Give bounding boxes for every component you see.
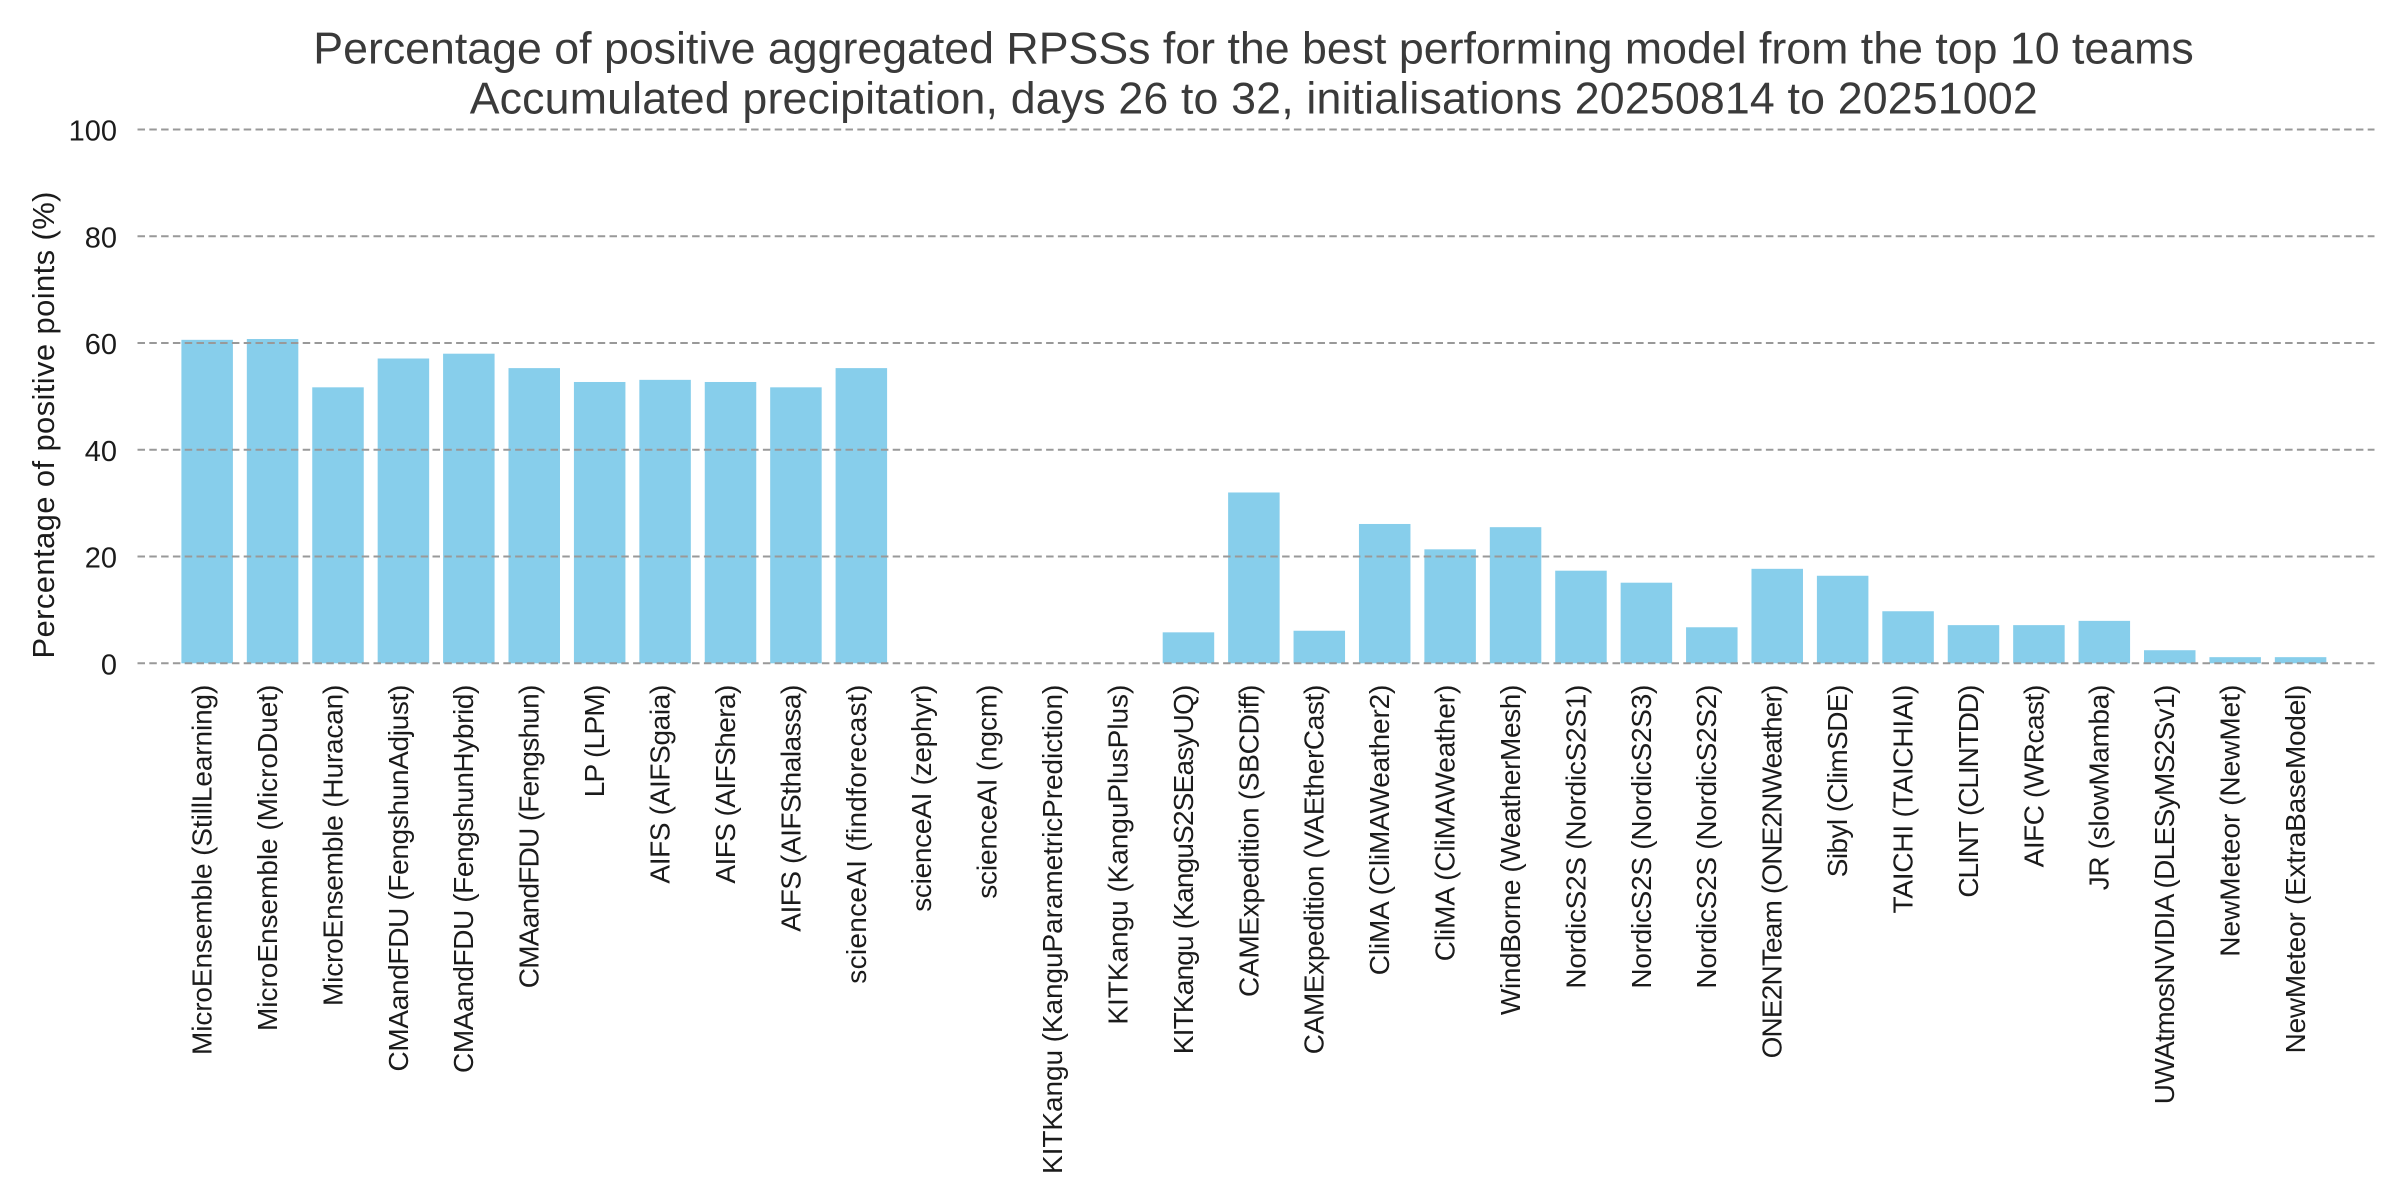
svg-text:KITKangu (KanguPlusPlus): KITKangu (KanguPlusPlus) xyxy=(1102,685,1133,1025)
svg-text:CliMA (CliMAWeather2): CliMA (CliMAWeather2) xyxy=(1364,685,1395,976)
svg-text:AIFS (AIFSthalassa): AIFS (AIFSthalassa) xyxy=(775,685,806,932)
svg-text:Percentage of positive points: Percentage of positive points (%) xyxy=(26,192,61,659)
svg-text:60: 60 xyxy=(85,329,117,361)
svg-text:scienceAI (zephyr): scienceAI (zephyr) xyxy=(906,685,937,912)
svg-text:MicroEnsemble (StillLearning): MicroEnsemble (StillLearning) xyxy=(187,685,218,1055)
svg-text:TAICHI (TAICHIAI): TAICHI (TAICHIAI) xyxy=(1887,685,1918,914)
svg-text:CAMExpedition (VAEtherCast): CAMExpedition (VAEtherCast) xyxy=(1299,685,1330,1054)
svg-text:MicroEnsemble (Huracan): MicroEnsemble (Huracan) xyxy=(317,685,348,1006)
svg-text:CMAandFDU (Fengshun): CMAandFDU (Fengshun) xyxy=(514,685,545,989)
svg-text:40: 40 xyxy=(85,436,117,468)
svg-text:NewMeteor (NewMet): NewMeteor (NewMet) xyxy=(2215,685,2246,957)
svg-text:JR (slowMamba): JR (slowMamba) xyxy=(2084,685,2115,891)
svg-text:Accumulated precipitation, day: Accumulated precipitation, days 26 to 32… xyxy=(470,75,2038,124)
svg-text:AIFC (WRcast): AIFC (WRcast) xyxy=(2018,685,2049,868)
svg-text:Percentage of positive aggrega: Percentage of positive aggregated RPSSs … xyxy=(313,25,2193,74)
svg-text:NordicS2S (NordicS2S1): NordicS2S (NordicS2S1) xyxy=(1560,685,1591,989)
svg-text:CMAandFDU (FengshunAdjust): CMAandFDU (FengshunAdjust) xyxy=(383,685,414,1072)
svg-text:100: 100 xyxy=(69,116,117,148)
svg-text:NordicS2S (NordicS2S2): NordicS2S (NordicS2S2) xyxy=(1691,685,1722,989)
svg-text:NordicS2S (NordicS2S3): NordicS2S (NordicS2S3) xyxy=(1626,685,1657,989)
svg-text:MicroEnsemble (MicroDuet): MicroEnsemble (MicroDuet) xyxy=(252,685,283,1031)
svg-text:AIFS (AIFShera): AIFS (AIFShera) xyxy=(710,685,741,884)
svg-text:WindBorne (WeatherMesh): WindBorne (WeatherMesh) xyxy=(1495,685,1526,1015)
svg-text:20: 20 xyxy=(85,543,117,575)
svg-text:0: 0 xyxy=(101,649,117,681)
svg-text:UWAtmosNVIDIA (DLESyMS2Sv1): UWAtmosNVIDIA (DLESyMS2Sv1) xyxy=(2149,685,2180,1104)
svg-text:NewMeteor (ExtraBaseModel): NewMeteor (ExtraBaseModel) xyxy=(2280,685,2311,1054)
svg-text:CLINT (CLINTDD): CLINT (CLINTDD) xyxy=(1953,685,1984,898)
svg-text:AIFS (AIFSgaia): AIFS (AIFSgaia) xyxy=(644,685,675,884)
svg-text:ONE2NTeam (ONE2NWeather): ONE2NTeam (ONE2NWeather) xyxy=(1757,685,1788,1059)
svg-text:CliMA (CliMAWeather): CliMA (CliMAWeather) xyxy=(1430,685,1461,962)
svg-text:LP (LPM): LP (LPM) xyxy=(579,685,610,798)
svg-text:scienceAI (findforecast): scienceAI (findforecast) xyxy=(841,685,872,984)
svg-text:Sibyl (ClimSDE): Sibyl (ClimSDE) xyxy=(1822,685,1853,878)
svg-text:scienceAI (ngcm): scienceAI (ngcm) xyxy=(972,685,1003,899)
svg-text:KITKangu (KanguParametricPredi: KITKangu (KanguParametricPrediction) xyxy=(1037,685,1068,1174)
svg-text:CMAandFDU (FengshunHybrid): CMAandFDU (FengshunHybrid) xyxy=(448,685,479,1073)
svg-text:CAMExpedition (SBCDiff): CAMExpedition (SBCDiff) xyxy=(1233,685,1264,997)
svg-text:80: 80 xyxy=(85,222,117,254)
svg-text:KITKangu (KanguS2SEasyUQ): KITKangu (KanguS2SEasyUQ) xyxy=(1168,685,1199,1054)
